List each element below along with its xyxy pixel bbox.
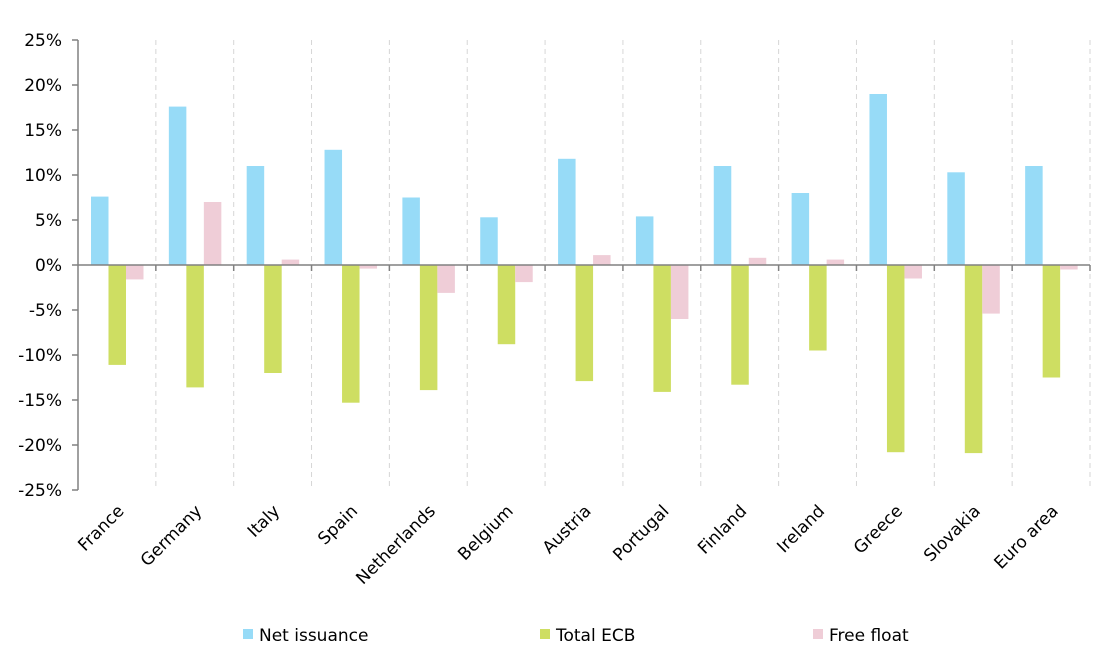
x-tick-label: France [74, 501, 128, 555]
y-tick-label: -15% [18, 391, 62, 411]
x-tick-label: Austria [539, 501, 596, 558]
bar-free-float [593, 255, 611, 265]
bar-net-issuance [947, 172, 965, 265]
x-tick-label: Spain [314, 501, 362, 549]
bar-free-float [437, 265, 455, 293]
bar-net-issuance [558, 158, 576, 265]
legend-label: Free float [829, 626, 909, 646]
y-tick-label: 5% [35, 211, 62, 231]
bar-net-issuance [324, 149, 343, 265]
bar-net-issuance [91, 196, 109, 265]
bar-net-issuance [246, 166, 265, 265]
y-tick-label: -5% [29, 301, 62, 321]
bar-free-float [904, 265, 922, 279]
bar-net-issuance [168, 106, 187, 265]
bar-net-issuance [869, 94, 887, 265]
bar-net-issuance [402, 197, 420, 265]
x-tick-label: Italy [244, 501, 284, 541]
x-tick-label: Germany [137, 501, 206, 570]
bar-free-float [826, 259, 845, 265]
y-tick-label: -25% [18, 481, 62, 501]
bar-total-ecb [497, 265, 516, 345]
bar-free-float [670, 265, 689, 319]
x-tick-label: Netherlands [352, 501, 440, 589]
bar-total-ecb [886, 265, 905, 453]
y-tick-label: 15% [24, 121, 62, 141]
x-tick-label: Euro area [991, 501, 1063, 573]
bar-free-float [982, 265, 1000, 314]
x-tick-label: Portugal [609, 501, 673, 565]
y-tick-label: 25% [24, 31, 62, 51]
x-tick-label: Belgium [454, 501, 517, 564]
y-tick-label: 0% [35, 256, 62, 276]
x-tick-label: Ireland [773, 501, 829, 557]
bar-free-float [1060, 265, 1078, 270]
x-tick-label: Finland [694, 501, 751, 558]
bar-total-ecb [731, 265, 749, 385]
legend-swatch [540, 629, 550, 639]
bar-free-float [359, 265, 378, 269]
bar-net-issuance [791, 193, 810, 265]
bar-free-float [281, 259, 300, 265]
bar-free-float [203, 202, 222, 265]
y-tick-label: -20% [18, 436, 62, 456]
y-tick-label: 20% [24, 76, 62, 96]
bar-total-ecb [1042, 265, 1061, 378]
bar-net-issuance [713, 166, 732, 265]
bar-total-ecb [575, 265, 594, 382]
bar-total-ecb [264, 265, 282, 373]
bar-total-ecb [964, 265, 983, 454]
bar-free-float [515, 265, 533, 283]
bar-net-issuance [1025, 166, 1043, 265]
bar-total-ecb [186, 265, 204, 388]
legend-label: Total ECB [555, 626, 635, 646]
bar-free-float [748, 257, 767, 265]
bar-net-issuance [635, 216, 654, 265]
x-tick-label: Greece [850, 501, 907, 558]
bar-free-float [126, 265, 144, 280]
y-tick-label: 10% [24, 166, 62, 186]
legend-swatch [243, 629, 253, 639]
y-tick-label: -10% [18, 346, 62, 366]
bar-total-ecb [809, 265, 827, 351]
bar-total-ecb [653, 265, 671, 392]
x-tick-label: Slovakia [920, 501, 985, 566]
bar-total-ecb [419, 265, 438, 391]
bar-total-ecb [342, 265, 360, 403]
legend-label: Net issuance [259, 626, 368, 646]
bar-total-ecb [108, 265, 126, 365]
bar-net-issuance [480, 217, 498, 265]
legend-swatch [813, 629, 823, 639]
